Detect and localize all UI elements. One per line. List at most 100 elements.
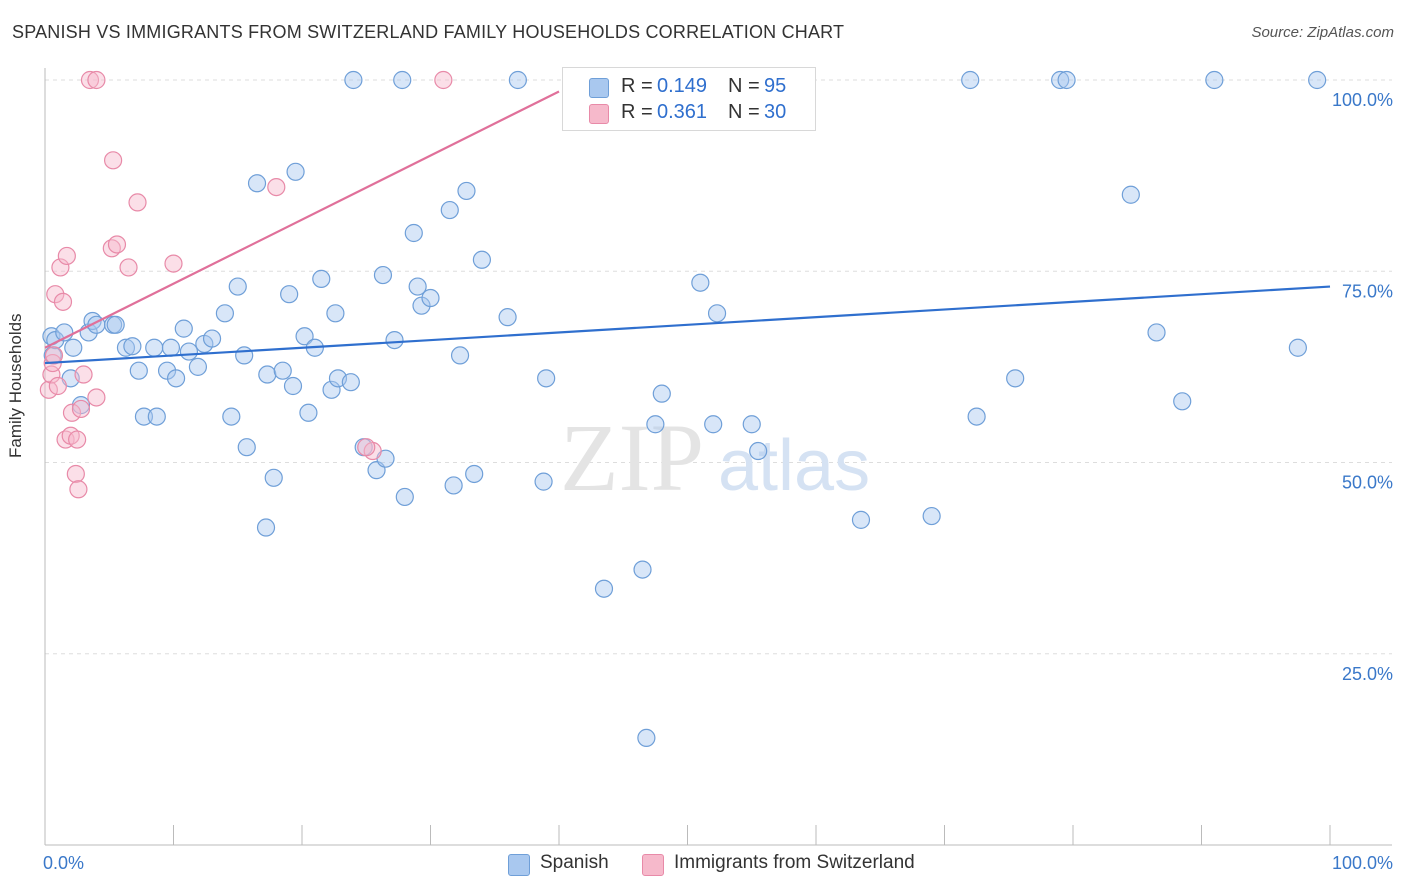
spanish-point [264,468,283,487]
spanish-point [646,415,665,434]
switzerland-point [87,388,106,407]
switzerland-point [357,438,376,457]
spanish-point [147,407,166,426]
spanish-point [161,338,181,357]
spanish-point [1308,70,1327,90]
legend-item-spanish[interactable]: Spanish [508,852,628,878]
chart-title: SPANISH VS IMMIGRANTS FROM SWITZERLAND F… [12,22,845,42]
switzerland-point [44,346,64,365]
spanish-swatch-icon [508,854,530,876]
spanish-point [742,415,761,434]
spanish-point [166,369,186,388]
spanish-point [440,200,459,220]
spanish-point [123,337,142,356]
n-value: 95 [764,75,787,97]
legend-item-switzerland[interactable]: Immigrants from Switzerland [642,852,942,878]
spanish-point [498,308,517,327]
spanish-point [286,162,305,181]
spanish-point [1057,70,1076,90]
spanish-point [188,357,208,376]
r-label: R = [621,75,653,97]
spanish-point [202,329,222,348]
spanish-point [508,70,527,90]
spanish-point [373,265,393,285]
trend-layer [44,90,1331,365]
spanish-point [228,277,247,296]
watermark: ZIP atlas [560,404,870,511]
spanish-point [385,331,404,350]
switzerland-point [46,285,65,304]
switzerland-point [71,399,91,419]
spanish-point [457,181,476,201]
n-label: N = [728,75,760,97]
spanish-point [341,373,360,392]
switzerland-swatch-icon [642,854,664,876]
switzerland-point [68,430,87,449]
spanish-point [215,304,234,323]
switzerland-point [119,258,138,277]
grid-layer [45,79,1392,655]
spanish-point [134,407,154,426]
spanish-point [961,70,980,90]
spanish-point [652,384,671,403]
spanish-point [247,174,267,193]
spanish-point [237,438,256,457]
spanish-point [851,510,871,529]
y-tick-label: 25.0% [1342,664,1393,684]
stats-legend: R = 0.149 N = 95 R = 0.361 N = 30 [562,67,816,131]
spanish-point [707,304,727,323]
stats-row-spanish: R = 0.149 N = 95 [563,75,815,101]
switzerland-point [66,464,85,484]
x-tick-label: 100.0% [1332,853,1393,873]
spanish-point [116,338,136,357]
spanish-point [344,70,363,90]
spanish-point [922,506,941,526]
spanish-point [1121,185,1140,204]
spanish-point [106,315,125,334]
source-label: Source: ZipAtlas.com [1251,24,1394,41]
switzerland-swatch-icon [589,104,609,124]
spanish-point [637,728,656,748]
switzerland-point [69,480,88,499]
spanish-point [1173,392,1192,411]
spanish-swatch-icon [589,78,609,98]
switzerland-point [104,151,123,170]
switzerland-point [164,254,183,273]
spanish-point [326,304,345,323]
spanish-point [393,70,412,90]
spanish-point [408,277,427,296]
spanish-point [704,415,723,434]
watermark-atlas: atlas [718,426,870,506]
switzerland-trend-line [44,90,560,349]
r-value: 0.149 [657,75,708,97]
spanish-point [534,472,553,491]
y-tick-label: 75.0% [1342,281,1393,301]
spanish-point [967,407,986,426]
switzerland-point [107,235,127,254]
spanish-trend-line [44,285,1331,365]
spanish-point [235,346,254,365]
spanish-point [1288,338,1307,357]
spanish-point [537,369,556,388]
spanish-point [691,273,710,292]
switzerland-point [39,380,58,399]
legend-label: Spanish [540,852,609,873]
x-tick-label: 0.0% [43,853,84,873]
spanish-point [465,464,484,484]
tick-labels-layer: 25.0% 50.0% 75.0% 100.0% 0.0% 100.0% [43,90,1393,873]
spanish-point [594,579,614,598]
spanish-point [404,223,423,243]
spanish-point [322,380,341,399]
spanish-point [174,319,193,338]
n-value: 30 [764,101,787,123]
switzerland-point [53,292,73,311]
y-tick-label: 50.0% [1342,473,1393,493]
spanish-point [450,346,470,365]
axes-layer [44,68,1392,846]
spanish-point [472,250,491,269]
stats-row-switzerland: R = 0.361 N = 30 [563,101,815,127]
switzerland-point [80,70,100,90]
legend-label: Immigrants from Switzerland [674,852,915,873]
spanish-point [64,338,83,357]
